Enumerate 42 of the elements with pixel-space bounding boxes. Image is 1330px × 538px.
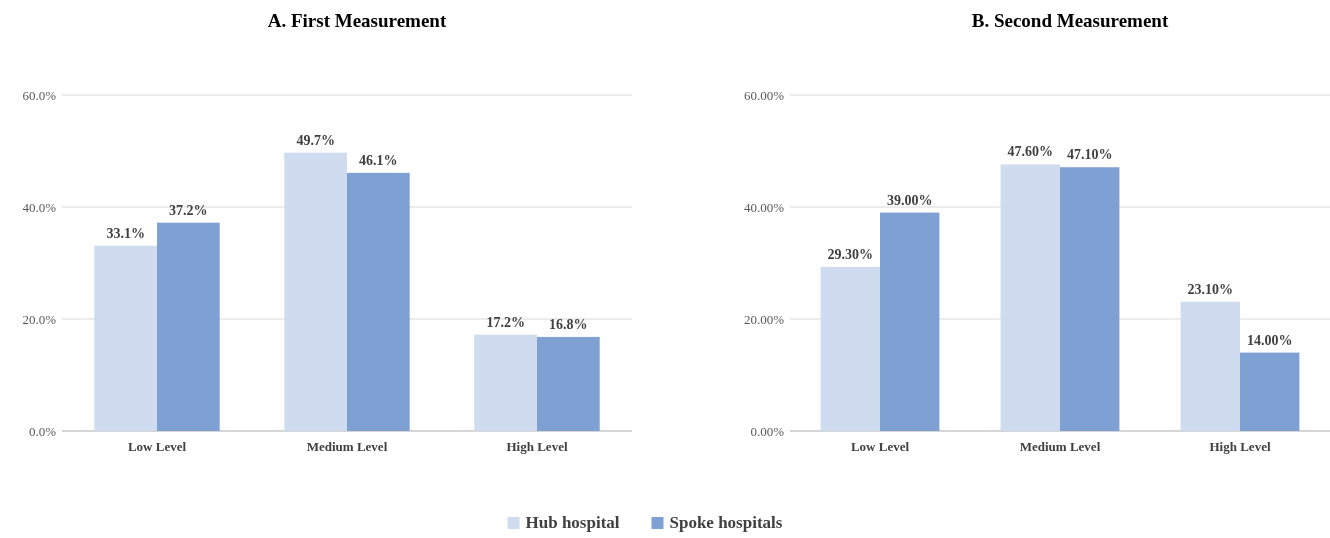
chart-title: B. Second Measurement [971, 10, 1169, 31]
x-tick-label: Low Level [127, 439, 187, 454]
bar [1060, 167, 1120, 431]
data-label: 29.30% [827, 246, 874, 262]
data-label: 46.1% [359, 152, 398, 168]
legend-label: Spoke hospitals [669, 513, 783, 532]
data-label: 23.10% [1187, 281, 1234, 297]
bar [820, 266, 880, 431]
y-tick-label: 0.00% [750, 423, 785, 439]
data-label: 16.8% [549, 316, 588, 332]
data-label: 39.00% [886, 192, 933, 208]
legend-label: Hub hospital [525, 513, 620, 532]
x-tick-label: Low Level [850, 439, 910, 454]
y-tick-label: 60.00% [743, 87, 785, 103]
data-label: 47.60% [1007, 144, 1054, 160]
x-tick-label: High Level [506, 439, 568, 454]
y-tick-label: 20.00% [743, 311, 785, 327]
x-tick-label: High Level [1209, 439, 1271, 454]
y-tick-label: 40.00% [743, 199, 785, 215]
bar [474, 334, 537, 431]
bar [1000, 164, 1060, 431]
data-label: 49.7% [296, 132, 335, 148]
y-tick-label: 20.0% [22, 311, 57, 327]
x-tick-label: Medium Level [306, 439, 388, 454]
data-label: 14.00% [1246, 332, 1293, 348]
data-label: 33.1% [106, 225, 145, 241]
x-tick-label: Medium Level [1019, 439, 1101, 454]
bar [94, 245, 157, 431]
y-tick-label: 60.0% [22, 87, 57, 103]
bar [157, 222, 220, 431]
y-tick-label: 40.0% [22, 199, 57, 215]
chart-title: A. First Measurement [267, 10, 447, 31]
bar [284, 152, 347, 431]
data-label: 37.2% [169, 202, 208, 218]
bar [1180, 301, 1240, 431]
data-label: 17.2% [486, 314, 525, 330]
bar [537, 336, 600, 431]
bar [347, 172, 410, 431]
data-label: 47.10% [1066, 147, 1113, 163]
y-tick-label: 0.0% [28, 423, 57, 439]
bar [880, 212, 940, 431]
bar [1240, 352, 1300, 431]
